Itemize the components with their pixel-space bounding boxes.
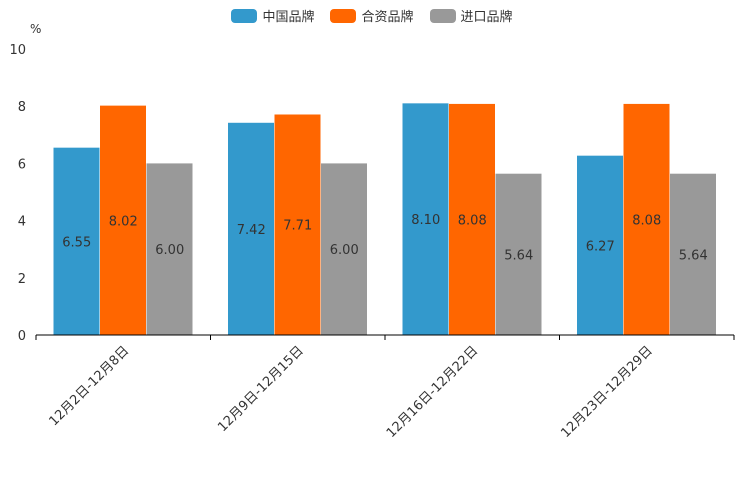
x-tick-label-2: 12月16日-12月22日 [384,343,481,440]
data-label-3-0: 6.27 [586,239,615,254]
legend-item-imported-brand[interactable]: 进口品牌 [429,6,513,25]
y-tick-label-1: 2 [18,272,26,287]
data-label-1-2: 6.00 [330,243,359,258]
legend-item-joint-venture-brand[interactable]: 合资品牌 [330,6,414,25]
data-label-0-1: 8.02 [109,214,138,229]
y-axis-unit: % [30,22,42,36]
bar-3-0 [577,155,623,335]
data-label-2-2: 5.64 [504,248,533,263]
bar-0-1 [100,105,146,336]
legend-swatch-china [231,8,258,23]
y-tick-label-0: 0 [18,329,26,344]
y-tick-label-2: 4 [18,215,26,230]
x-tick-label-0: 12月2日-12月8日 [47,343,133,429]
data-label-1-1: 7.71 [283,219,312,234]
bar-1-0 [228,122,274,336]
data-label-0-0: 6.55 [62,235,91,250]
legend: 中国品牌 合资品牌 进口品牌 [0,6,744,25]
data-label-1-0: 7.42 [237,223,266,238]
data-label-2-0: 8.10 [411,213,440,228]
legend-label-joint-venture: 合资品牌 [361,10,414,25]
legend-swatch-imported [429,8,456,23]
bar-1-2 [321,163,367,335]
y-tick-label-5: 10 [9,43,26,58]
bar-2-0 [402,103,449,335]
bar-2-1 [449,103,495,335]
legend-label-imported: 进口品牌 [460,10,513,25]
legend-label-china: 中国品牌 [262,10,315,25]
data-label-3-2: 5.64 [679,248,708,263]
bar-1-1 [274,114,321,335]
legend-item-china-brand[interactable]: 中国品牌 [231,6,314,25]
data-label-0-2: 6.00 [155,243,184,258]
y-tick-label-3: 6 [18,157,26,172]
legend-swatch-joint-venture [330,8,357,23]
bar-0-0 [53,147,100,335]
bar-0-2 [146,163,193,335]
bar-2-2 [495,173,542,335]
x-tick-label-1: 12月9日-12月15日 [215,343,307,435]
data-label-3-1: 8.08 [632,213,661,228]
data-label-2-1: 8.08 [458,213,487,228]
y-tick-label-4: 8 [18,100,26,115]
x-tick-label-3: 12月23日-12月29日 [558,343,655,440]
bar-3-1 [623,103,670,335]
bar-3-2 [670,173,716,335]
